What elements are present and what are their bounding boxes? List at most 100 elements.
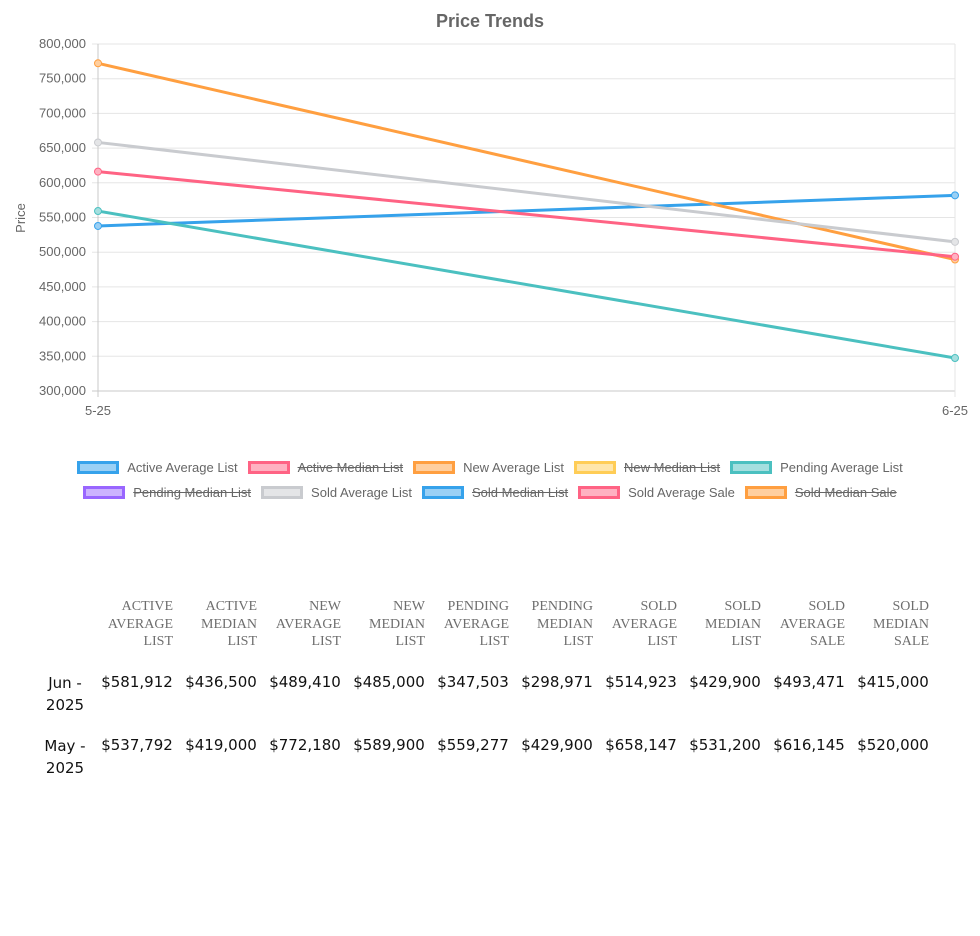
series-sold-average-list <box>94 138 959 246</box>
legend-item[interactable]: Sold Average List <box>261 485 412 500</box>
table-row: Jun - 2025 $581,912 $436,500 $489,410 $485,0… <box>37 661 935 724</box>
y-tick-labels: 300,000 350,000 400,000 450,000 500,000 550,0… <box>39 36 86 398</box>
legend-swatch <box>422 486 464 499</box>
data-point[interactable] <box>94 59 102 68</box>
table-body: Jun - 2025 $581,912 $436,500 $489,410 $485,0… <box>37 661 935 787</box>
legend-label: Sold Average List <box>311 485 412 500</box>
legend-label: Active Average List <box>127 460 238 475</box>
series-active-average-list <box>94 191 959 230</box>
table-cell: $429,900 <box>689 672 761 691</box>
table-cell: $772,180 <box>269 735 341 754</box>
table-column-header: Active Median List <box>201 599 257 649</box>
y-tick-label: 500,000 <box>39 244 86 259</box>
y-axis-label: Price <box>13 203 28 233</box>
y-tick-label: 600,000 <box>39 175 86 190</box>
price-trends-chart: Price Trends Price 300,000 350,000 400,000… <box>13 11 968 418</box>
legend-label: New Median List <box>624 460 721 475</box>
y-tick-label: 350,000 <box>39 348 86 363</box>
table-cell: $581,912 <box>101 672 173 691</box>
x-tick-labels: 5-25 6-25 <box>85 403 968 418</box>
x-tick-label: 6-25 <box>942 403 968 418</box>
data-point[interactable] <box>94 207 102 216</box>
y-tick-label: 750,000 <box>39 71 86 86</box>
data-point[interactable] <box>951 354 959 363</box>
table-cell: $298,971 <box>521 672 593 691</box>
table-column-header: Sold Median List <box>705 599 761 649</box>
table-cell: $436,500 <box>185 672 257 691</box>
legend-row: Active Average List Active Median List New… <box>0 455 980 480</box>
table-column-header: New Median List <box>369 599 425 649</box>
x-tick-label: 5-25 <box>85 403 111 418</box>
table-cell: $658,147 <box>605 735 677 754</box>
legend-swatch <box>578 486 621 499</box>
data-point[interactable] <box>951 191 959 200</box>
table-cell: $429,900 <box>521 735 593 754</box>
table-cell: $537,792 <box>101 735 173 754</box>
y-tick-label: 550,000 <box>39 210 86 225</box>
legend-swatch <box>574 461 616 474</box>
grid-lines <box>92 43 956 397</box>
legend-row: Pending Median List Sold Average List Sold… <box>0 480 980 505</box>
series-line <box>97 193 956 228</box>
legend-label: Pending Median List <box>133 485 252 500</box>
series-sold-average-sale <box>94 167 959 261</box>
table-column-header: Active Average List <box>107 599 173 649</box>
table-cell: $531,200 <box>689 735 761 754</box>
table-header-row: Active Average List Active Median List New… <box>37 598 935 661</box>
y-tick-label: 800,000 <box>39 36 86 51</box>
data-point[interactable] <box>94 167 102 176</box>
data-point[interactable] <box>94 221 102 230</box>
legend-item[interactable]: Sold Median Sale <box>744 485 897 500</box>
legend-item[interactable]: New Average List <box>413 460 564 475</box>
table-cell: $616,145 <box>773 735 845 754</box>
legend-item[interactable]: Pending Average List <box>730 460 903 475</box>
legend-label: Pending Average List <box>780 460 903 475</box>
y-tick-label: 700,000 <box>39 105 86 120</box>
chart-title: Price Trends <box>436 11 544 31</box>
legend-item[interactable]: Pending Median List <box>83 485 251 500</box>
table-row: May - 2025 $537,792 $419,000 $772,180 $589,9… <box>37 724 935 787</box>
table-cell: $485,000 <box>353 672 425 691</box>
table-column-header: New Average List <box>275 599 341 649</box>
series-line <box>97 140 956 244</box>
series-line <box>97 61 956 262</box>
table-column-header: Pending Median List <box>531 599 593 649</box>
data-point[interactable] <box>951 237 959 246</box>
y-tick-label: 300,000 <box>39 383 86 398</box>
legend-swatch <box>744 486 787 499</box>
legend-item[interactable]: New Median List <box>574 460 720 475</box>
table-column-header: Pending Average List <box>443 599 509 649</box>
legend-swatch <box>413 461 456 474</box>
legend-swatch <box>77 461 120 474</box>
legend-label: Sold Median Sale <box>794 485 897 500</box>
legend-item[interactable]: Sold Average Sale <box>578 485 735 500</box>
table-cell: $415,000 <box>857 672 929 691</box>
series-line <box>97 209 956 360</box>
legend-label: Sold Median List <box>472 485 569 500</box>
table-cell: $520,000 <box>857 735 929 754</box>
data-point[interactable] <box>951 252 959 261</box>
y-tick-label: 400,000 <box>39 314 86 329</box>
legend-item[interactable]: Sold Median List <box>422 485 568 500</box>
legend-item[interactable]: Active Median List <box>247 460 403 475</box>
legend-label: New Average List <box>463 460 564 475</box>
series-lines <box>94 59 959 363</box>
table-cell: $419,000 <box>185 735 257 754</box>
table-column-header: Sold Average Sale <box>779 599 845 649</box>
legend-item[interactable]: Active Average List <box>77 460 238 475</box>
series-pending-average-list <box>94 207 959 363</box>
series-line <box>97 170 956 259</box>
table-cell: $559,277 <box>437 735 509 754</box>
chart-legend: Active Average List Active Median List New… <box>0 455 980 505</box>
price-data-table: Active Average List Active Median List New… <box>37 598 935 787</box>
table-column-header: Sold Average List <box>611 599 677 649</box>
y-tick-label: 450,000 <box>39 279 86 294</box>
table-cell: $347,503 <box>437 672 509 691</box>
table-cell: $589,900 <box>353 735 425 754</box>
table-row-label: Jun - 2025 <box>45 673 85 714</box>
legend-swatch <box>247 461 290 474</box>
legend-swatch <box>730 461 773 474</box>
table-cell: $493,471 <box>773 672 845 691</box>
data-point[interactable] <box>94 138 102 147</box>
y-tick-label: 650,000 <box>39 140 86 155</box>
